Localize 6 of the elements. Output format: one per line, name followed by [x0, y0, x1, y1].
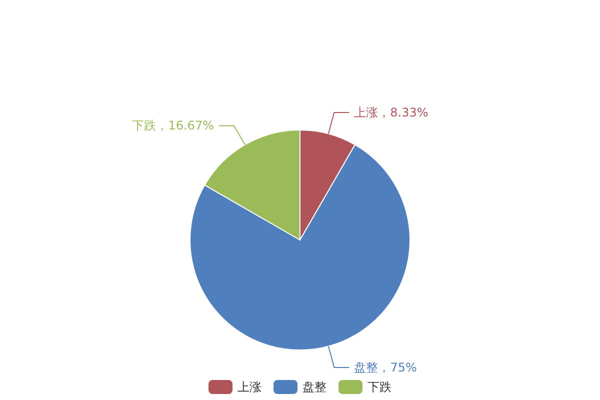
data-label: 上涨，8.33% [354, 105, 428, 120]
legend-label: 盘整 [302, 380, 326, 394]
legend-label: 上涨 [238, 380, 262, 394]
legend-label: 下跌 [368, 380, 392, 394]
data-label: 盘整，75% [354, 360, 417, 374]
data-label: 下跌，16.67% [132, 118, 214, 133]
